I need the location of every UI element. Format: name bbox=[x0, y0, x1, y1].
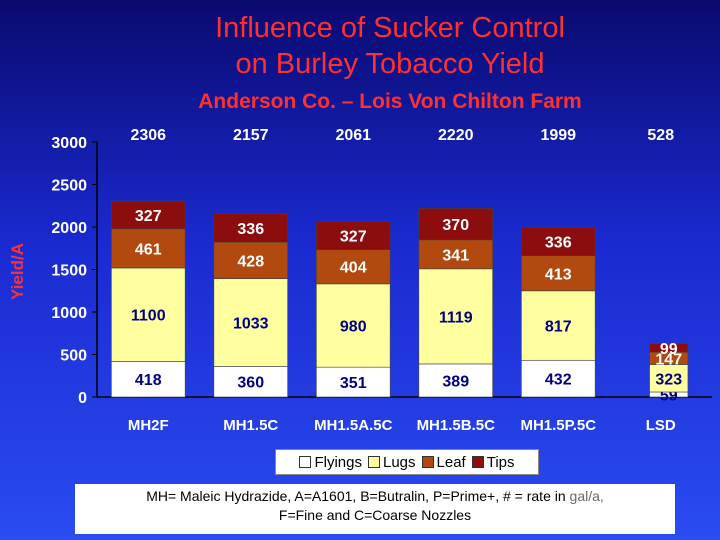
legend-item-lugs: Lugs bbox=[368, 454, 416, 471]
legend-label-lugs: Lugs bbox=[383, 453, 416, 471]
bar-tips-mh1-5p-5c bbox=[521, 226, 596, 257]
bar-lugs-mh1-5b-5c bbox=[418, 268, 493, 365]
data-label-leaf-mh1-5a-5c: 404 bbox=[340, 260, 367, 277]
x-tick-label-mh1-5p-5c: MH1.5P.5C bbox=[520, 417, 596, 434]
data-label-lugs-mh1-5b-5c: 1119 bbox=[439, 309, 473, 326]
data-label-lugs-lsd: 323 bbox=[655, 371, 682, 388]
footnote-line1b: gal/a, bbox=[569, 488, 604, 504]
total-label-lsd: 528 bbox=[647, 127, 674, 144]
total-label-mh1-5a-5c: 2061 bbox=[335, 127, 371, 144]
legend-label-leaf: Leaf bbox=[436, 453, 466, 471]
bar-leaf-mh1-5a-5c bbox=[316, 249, 391, 285]
chart-title: Influence of Sucker Control on Burley To… bbox=[0, 10, 720, 82]
data-label-lugs-mh2f: 1100 bbox=[131, 308, 166, 325]
data-label-tips-mh1-5b-5c: 370 bbox=[442, 217, 469, 234]
legend-key-flyings bbox=[299, 456, 312, 468]
data-label-tips-mh1-5a-5c: 327 bbox=[340, 229, 367, 246]
data-label-lugs-mh1-5a-5c: 980 bbox=[340, 319, 367, 336]
data-label-tips-mh1-5p-5c: 336 bbox=[545, 234, 572, 251]
footnote-line2: F=Fine and C=Coarse Nozzles bbox=[278, 507, 472, 523]
total-label-mh2f: 2306 bbox=[130, 127, 166, 144]
data-label-tips-mh1-5c: 336 bbox=[237, 221, 264, 238]
bar-flyings-mh1-5b-5c bbox=[418, 363, 493, 398]
total-label-mh1-5p-5c: 1999 bbox=[540, 127, 576, 144]
legend-label-flyings: Flyings bbox=[314, 453, 362, 471]
legend-key-tips bbox=[471, 456, 484, 468]
data-label-lugs-mh1-5c: 1033 bbox=[233, 315, 269, 332]
bar-flyings-mh1-5p-5c bbox=[521, 359, 596, 398]
y-tick-label: 1500 bbox=[51, 263, 87, 280]
x-tick-label-mh2f: MH2F bbox=[128, 417, 169, 434]
legend-item-leaf: Leaf bbox=[421, 453, 466, 471]
bar-tips-lsd bbox=[649, 343, 689, 353]
bar-lugs-mh1-5p-5c bbox=[521, 290, 596, 361]
legend-key-leaf bbox=[421, 456, 434, 468]
chart-title-line2: on Burley Tobacco Yield bbox=[235, 48, 545, 80]
y-tick-label: 500 bbox=[60, 348, 87, 365]
data-label-flyings-mh2f: 418 bbox=[135, 372, 162, 389]
bar-flyings-mh1-5a-5c bbox=[316, 366, 391, 398]
x-tick-label-mh1-5c: MH1.5C bbox=[223, 417, 278, 434]
bar-leaf-mh2f bbox=[111, 228, 186, 269]
data-label-leaf-mh2f: 461 bbox=[135, 241, 162, 258]
bar-lugs-mh1-5c bbox=[213, 278, 288, 367]
data-label-tips-lsd: 99 bbox=[660, 341, 678, 358]
bar-flyings-mh1-5c bbox=[213, 366, 288, 398]
bar-flyings-mh2f bbox=[111, 361, 186, 398]
y-tick-label: 0 bbox=[78, 390, 87, 407]
total-label-mh1-5c: 2157 bbox=[233, 127, 269, 144]
data-label-flyings-mh1-5b-5c: 389 bbox=[442, 373, 469, 390]
y-tick-label: 1000 bbox=[51, 305, 87, 322]
bar-tips-mh1-5b-5c bbox=[418, 208, 493, 241]
bar-lugs-mh2f bbox=[111, 267, 186, 362]
data-label-leaf-lsd: 147 bbox=[655, 351, 682, 368]
bar-tips-mh1-5c bbox=[213, 213, 288, 243]
legend-item-tips: Tips bbox=[471, 453, 515, 471]
chart-title-line1: Influence of Sucker Control bbox=[215, 12, 565, 44]
bar-tips-mh1-5a-5c bbox=[316, 221, 391, 250]
x-tick-label-mh1-5b-5c: MH1.5B.5C bbox=[417, 417, 496, 434]
bar-leaf-mh1-5p-5c bbox=[521, 255, 596, 292]
footnote: MH= Maleic Hydrazide, A=A1601, B=Butrali… bbox=[75, 484, 675, 534]
data-label-leaf-mh1-5p-5c: 413 bbox=[545, 266, 572, 283]
data-label-leaf-mh1-5b-5c: 341 bbox=[442, 247, 469, 264]
data-label-lugs-mh1-5p-5c: 817 bbox=[545, 319, 572, 336]
legend-key-lugs bbox=[368, 456, 380, 468]
data-label-flyings-mh1-5c: 360 bbox=[237, 375, 264, 392]
data-label-tips-mh2f: 327 bbox=[135, 208, 162, 225]
bar-tips-mh2f bbox=[111, 200, 186, 230]
chart-subtitle: Anderson Co. – Lois Von Chilton Farm bbox=[198, 90, 582, 113]
y-tick-label: 2000 bbox=[51, 220, 87, 237]
total-label-mh1-5b-5c: 2220 bbox=[438, 127, 474, 144]
y-axis-label: Yield/A bbox=[8, 243, 27, 300]
footnote-line1a: MH= Maleic Hydrazide, A=A1601, B=Butrali… bbox=[146, 488, 566, 504]
x-tick-label-mh1-5a-5c: MH1.5A.5C bbox=[314, 417, 393, 434]
y-tick-label: 2500 bbox=[51, 178, 87, 195]
chart-legend: Flyings Lugs Leaf Tips bbox=[275, 449, 539, 475]
legend-label-tips: Tips bbox=[486, 453, 515, 471]
x-tick-label-lsd: LSD bbox=[646, 417, 676, 434]
bar-leaf-mh1-5b-5c bbox=[418, 239, 493, 270]
y-tick-label: 3000 bbox=[51, 135, 87, 152]
legend-item-flyings: Flyings bbox=[299, 454, 362, 471]
data-label-leaf-mh1-5c: 428 bbox=[237, 253, 264, 270]
data-label-flyings-mh1-5p-5c: 432 bbox=[545, 372, 572, 389]
data-label-flyings-mh1-5a-5c: 351 bbox=[340, 375, 367, 392]
bar-lugs-mh1-5a-5c bbox=[316, 283, 391, 368]
